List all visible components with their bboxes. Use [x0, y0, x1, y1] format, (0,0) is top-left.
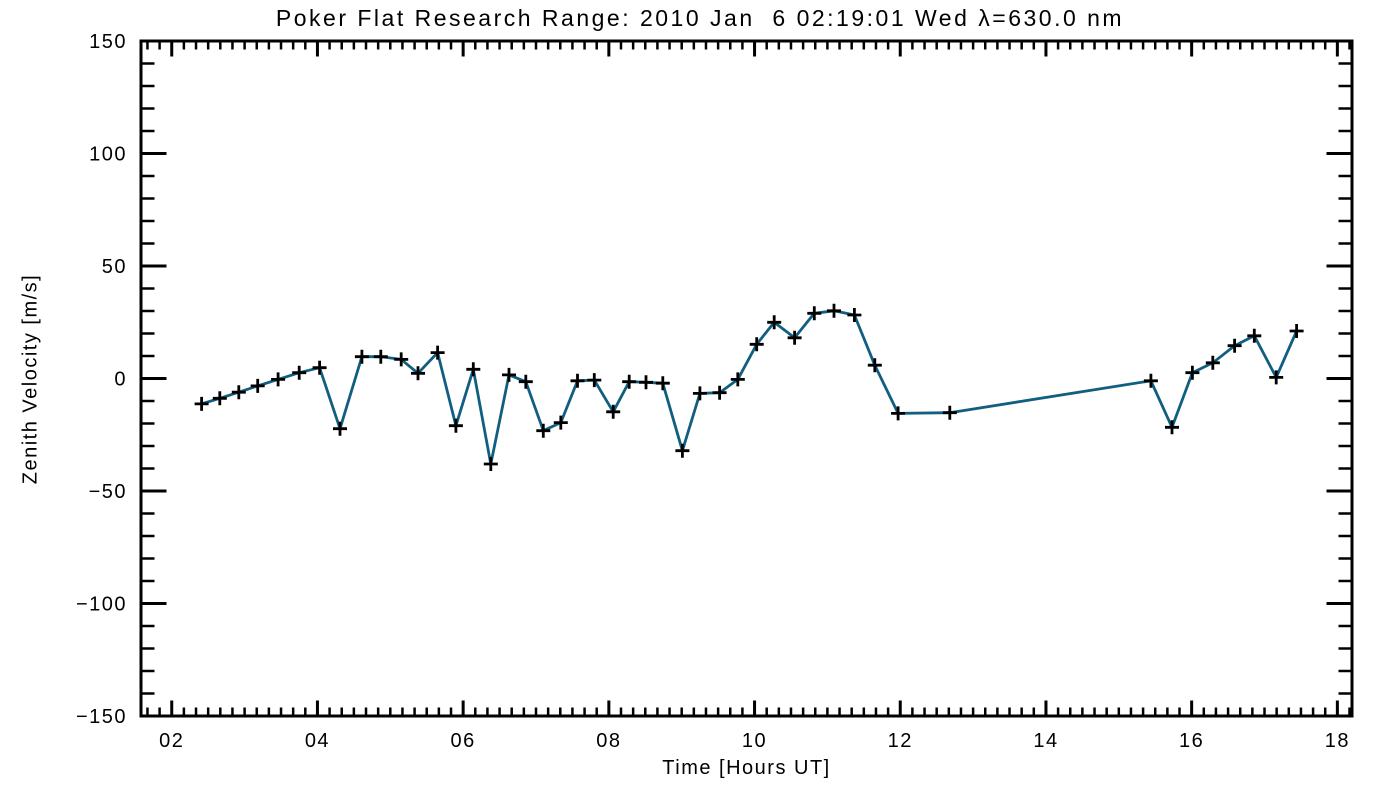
x-tick-label: 16 — [1179, 730, 1204, 752]
x-tick-label: 14 — [1033, 730, 1058, 752]
y-tick-label: 150 — [89, 31, 127, 53]
tick-labels: 02 04 06 08 10 12 14 16 18 150 100 50 0 −50 −100 −150 — [76, 31, 1350, 752]
y-tick-label: −100 — [76, 594, 127, 616]
y-tick-label: 0 — [114, 369, 127, 391]
y-tick-label: −50 — [89, 481, 127, 503]
x-tick-label: 10 — [742, 730, 767, 752]
plus-marker-path — [194, 303, 1304, 471]
data-series — [194, 303, 1304, 471]
x-tick-label: 04 — [305, 730, 330, 752]
plot-frame — [139, 39, 1354, 718]
x-axis-label: Time [Hours UT] — [662, 757, 831, 779]
y-tick-label: 50 — [102, 256, 127, 278]
x-tick-label: 02 — [159, 730, 184, 752]
x-tick-label: 18 — [1325, 730, 1350, 752]
data-line — [200, 309, 1298, 466]
x-tick-label: 06 — [451, 730, 476, 752]
data-markers — [194, 303, 1304, 471]
axis-ticks — [142, 42, 1351, 715]
x-tick-label: 08 — [596, 730, 621, 752]
chart-title: Poker Flat Research Range: 2010 Jan 6 02… — [275, 5, 1125, 31]
x-tick-label: 12 — [888, 730, 913, 752]
y-tick-label: 100 — [89, 144, 127, 166]
y-tick-label: −150 — [76, 706, 127, 728]
